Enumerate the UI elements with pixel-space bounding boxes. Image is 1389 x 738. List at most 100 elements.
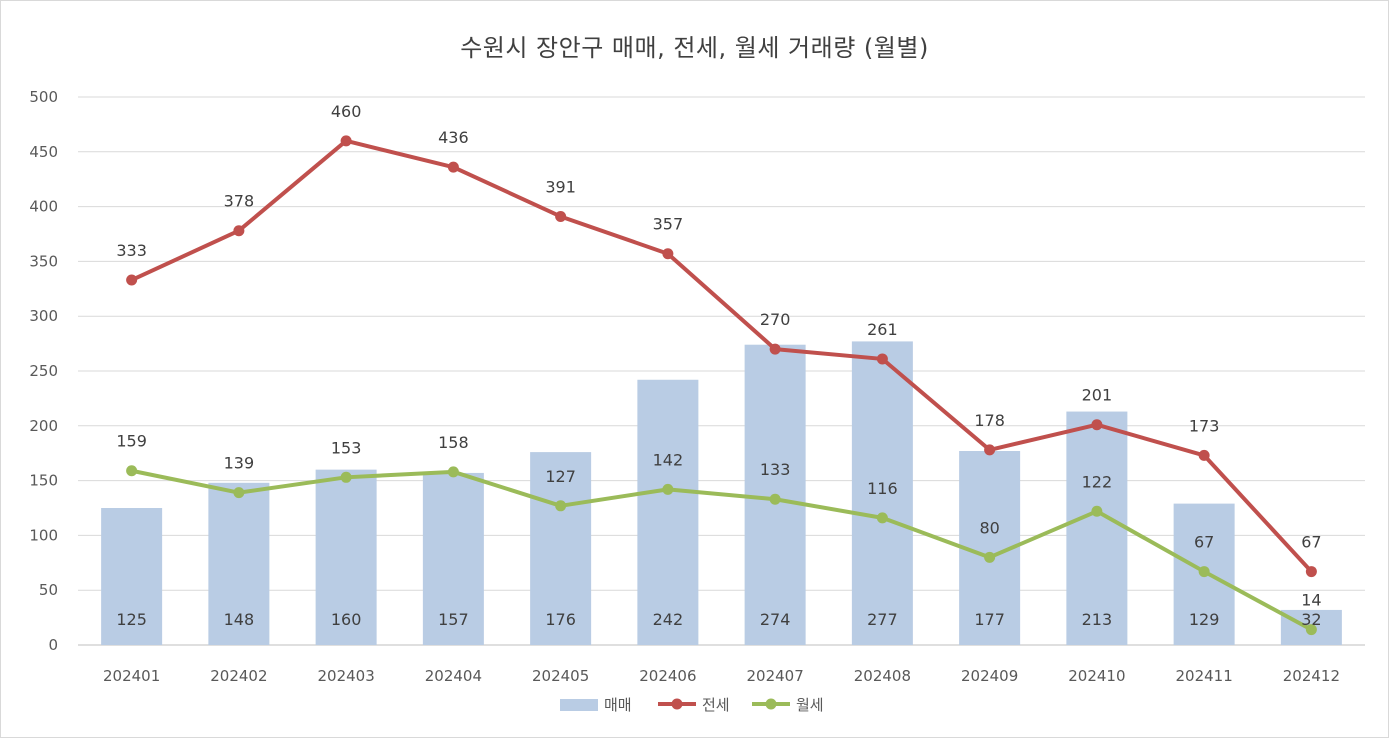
line-data-label: 173 <box>1189 416 1220 435</box>
line-data-label: 158 <box>438 433 469 452</box>
line-data-label: 14 <box>1301 591 1321 610</box>
series-point <box>662 483 674 495</box>
bar <box>208 482 270 645</box>
x-tick-label: 202409 <box>961 667 1018 685</box>
y-tick-label: 0 <box>48 636 58 654</box>
x-tick-label: 202411 <box>1175 667 1232 685</box>
chart-title: 수원시 장안구 매매, 전세, 월세 거래량 (월별) <box>460 34 929 62</box>
legend: 매매 전세 월세 <box>560 696 824 714</box>
bar <box>315 469 377 645</box>
bar <box>530 452 592 645</box>
series-point <box>662 248 674 260</box>
bar-data-label: 157 <box>438 610 469 629</box>
line-data-label: 159 <box>116 432 147 451</box>
y-tick-label: 150 <box>29 472 58 490</box>
series-point <box>1305 566 1317 578</box>
line-data-label: 133 <box>760 460 791 479</box>
line-data-label: 116 <box>867 479 898 498</box>
line-data-label: 80 <box>979 518 999 537</box>
series-point <box>555 500 567 512</box>
bar <box>101 508 163 645</box>
bar-data-label: 160 <box>331 610 362 629</box>
x-tick-label: 202402 <box>210 667 267 685</box>
axis-labels: 0 50 100 150 200 250 300 350 400 450 500 202401 2024… <box>29 88 1340 685</box>
line-data-label: 270 <box>760 310 791 329</box>
line-data-label: 378 <box>224 192 255 211</box>
legend-label: 전세 <box>702 696 730 714</box>
legend-marker <box>671 698 683 710</box>
legend-label: 월세 <box>796 696 824 714</box>
legend-swatch <box>560 699 598 711</box>
x-tick-label: 202401 <box>103 667 160 685</box>
y-tick-label: 100 <box>29 526 58 544</box>
bar-data-label: 32 <box>1301 610 1321 629</box>
y-tick-label: 250 <box>29 362 58 380</box>
legend-label: 매매 <box>604 696 632 714</box>
line-data-label: 460 <box>331 102 362 121</box>
series-point <box>1091 505 1103 517</box>
bar-data-label: 148 <box>224 610 255 629</box>
bar <box>637 379 699 645</box>
bar-data-label: 274 <box>760 610 791 629</box>
line-data-label: 122 <box>1082 472 1113 491</box>
line-data-label: 201 <box>1082 386 1113 405</box>
series-point <box>984 444 996 456</box>
series-point <box>447 466 459 478</box>
series-line <box>129 138 1314 574</box>
series-point <box>984 551 996 563</box>
line-data-label: 178 <box>974 411 1005 430</box>
line-data-label: 357 <box>653 215 684 234</box>
line-data-label: 436 <box>438 128 469 147</box>
x-tick-label: 202410 <box>1068 667 1125 685</box>
x-tick-label: 202405 <box>532 667 589 685</box>
series-point <box>876 353 888 365</box>
line-series <box>126 135 1317 636</box>
bar-data-label: 277 <box>867 610 898 629</box>
series-line <box>129 468 1314 632</box>
series-point <box>447 161 459 173</box>
series-point <box>769 493 781 505</box>
line-data-label: 261 <box>867 320 898 339</box>
bar <box>422 472 484 645</box>
line-data-label: 153 <box>331 438 362 457</box>
series-point <box>769 343 781 355</box>
y-tick-label: 50 <box>39 581 58 599</box>
series-point <box>555 210 567 222</box>
series-point <box>126 274 138 286</box>
y-tick-label: 300 <box>29 307 58 325</box>
series-point <box>1198 566 1210 578</box>
bar <box>1066 411 1128 645</box>
x-tick-label: 202403 <box>317 667 374 685</box>
series-point <box>340 471 352 483</box>
series-point <box>233 487 245 499</box>
series-point <box>233 225 245 237</box>
y-tick-label: 450 <box>29 143 58 161</box>
y-tick-label: 200 <box>29 417 58 435</box>
x-tick-label: 202407 <box>746 667 803 685</box>
series-point <box>340 135 352 147</box>
x-tick-label: 202412 <box>1283 667 1340 685</box>
y-tick-label: 350 <box>29 252 58 270</box>
series-point <box>126 465 138 477</box>
line-data-label: 333 <box>116 241 147 260</box>
x-tick-label: 202408 <box>854 667 911 685</box>
bar-data-label: 176 <box>545 610 576 629</box>
y-tick-label: 500 <box>29 88 58 106</box>
line-data-label: 67 <box>1194 533 1214 552</box>
grid-lines <box>78 96 1365 646</box>
bar-data-label: 213 <box>1082 610 1113 629</box>
bar-data-label: 125 <box>116 610 147 629</box>
series-point <box>1198 449 1210 461</box>
series-point <box>876 512 888 524</box>
line-data-label: 127 <box>545 467 576 486</box>
bar-data-label: 242 <box>653 610 684 629</box>
series-point <box>1305 624 1317 636</box>
line-data-label: 139 <box>224 454 255 473</box>
line-data-label: 67 <box>1301 533 1321 552</box>
series-point <box>1091 419 1103 431</box>
data-labels: 125 148 160 157 176 242 274 277 177 213 129 32 333 37… <box>116 102 1321 629</box>
line-data-label: 142 <box>653 450 684 469</box>
line-data-label: 391 <box>545 177 576 196</box>
y-tick-label: 400 <box>29 198 58 216</box>
